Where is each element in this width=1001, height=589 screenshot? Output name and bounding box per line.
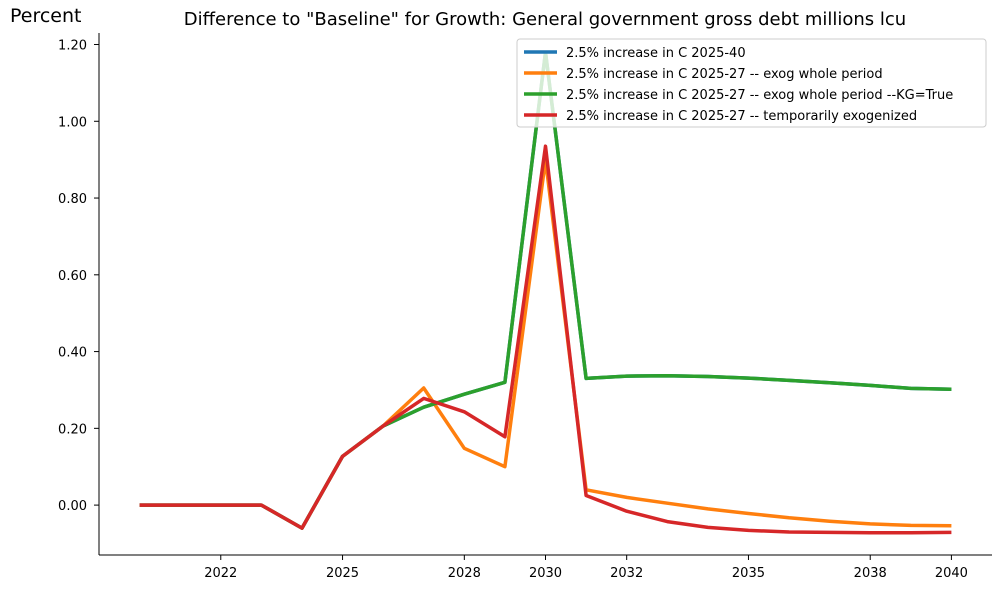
y-tick-label: 1.00 [58, 115, 87, 130]
legend: 2.5% increase in C 2025-40 2.5% increase … [516, 38, 987, 128]
x-tick-label: 2038 [854, 566, 887, 581]
x-tick-label: 2025 [326, 566, 359, 581]
y-tick-label: 0.00 [58, 499, 87, 514]
x-tick-label: 2040 [935, 566, 968, 581]
x-tick-label: 2022 [204, 566, 237, 581]
x-ticks: 2022 2025 2028 2030 2032 2035 2038 2040 [204, 555, 968, 581]
series-line-4 [139, 144, 952, 535]
y-tick-label: 1.20 [58, 39, 87, 54]
y-ticks: 0.00 0.20 0.40 0.60 0.80 1.00 1.20 [58, 39, 99, 514]
x-tick-label: 2032 [610, 566, 643, 581]
legend-label-1: 2.5% increase in C 2025-40 [566, 46, 746, 61]
y-tick-label: 0.20 [58, 422, 87, 437]
y-tick-label: 0.80 [58, 192, 87, 207]
x-tick-label: 2035 [732, 566, 765, 581]
legend-label-3: 2.5% increase in C 2025-27 -- exog whole… [566, 88, 953, 103]
series-line-2 [139, 157, 952, 530]
legend-label-2: 2.5% increase in C 2025-27 -- exog whole… [566, 67, 883, 82]
legend-box [516, 38, 987, 128]
y-axis-label: Percent [10, 5, 82, 27]
y-tick-label: 0.40 [58, 346, 87, 361]
chart-title: Difference to "Baseline" for Growth: Gen… [184, 9, 906, 30]
x-tick-label: 2028 [448, 566, 481, 581]
x-tick-label: 2030 [529, 566, 562, 581]
y-tick-label: 0.60 [58, 269, 87, 284]
legend-label-4: 2.5% increase in C 2025-27 -- temporaril… [566, 109, 917, 124]
